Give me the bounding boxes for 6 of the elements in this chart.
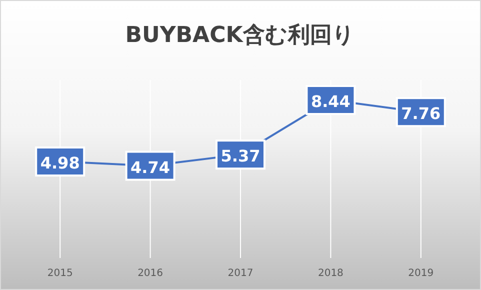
chart-title: BUYBACK含む利回り [125, 23, 355, 48]
x-tick-label: 2017 [228, 268, 254, 279]
x-tick-label: 2016 [138, 268, 164, 279]
x-tick-label: 2015 [47, 268, 73, 279]
x-tick-label: 2019 [408, 268, 434, 279]
x-tick-label: 2018 [318, 268, 344, 279]
